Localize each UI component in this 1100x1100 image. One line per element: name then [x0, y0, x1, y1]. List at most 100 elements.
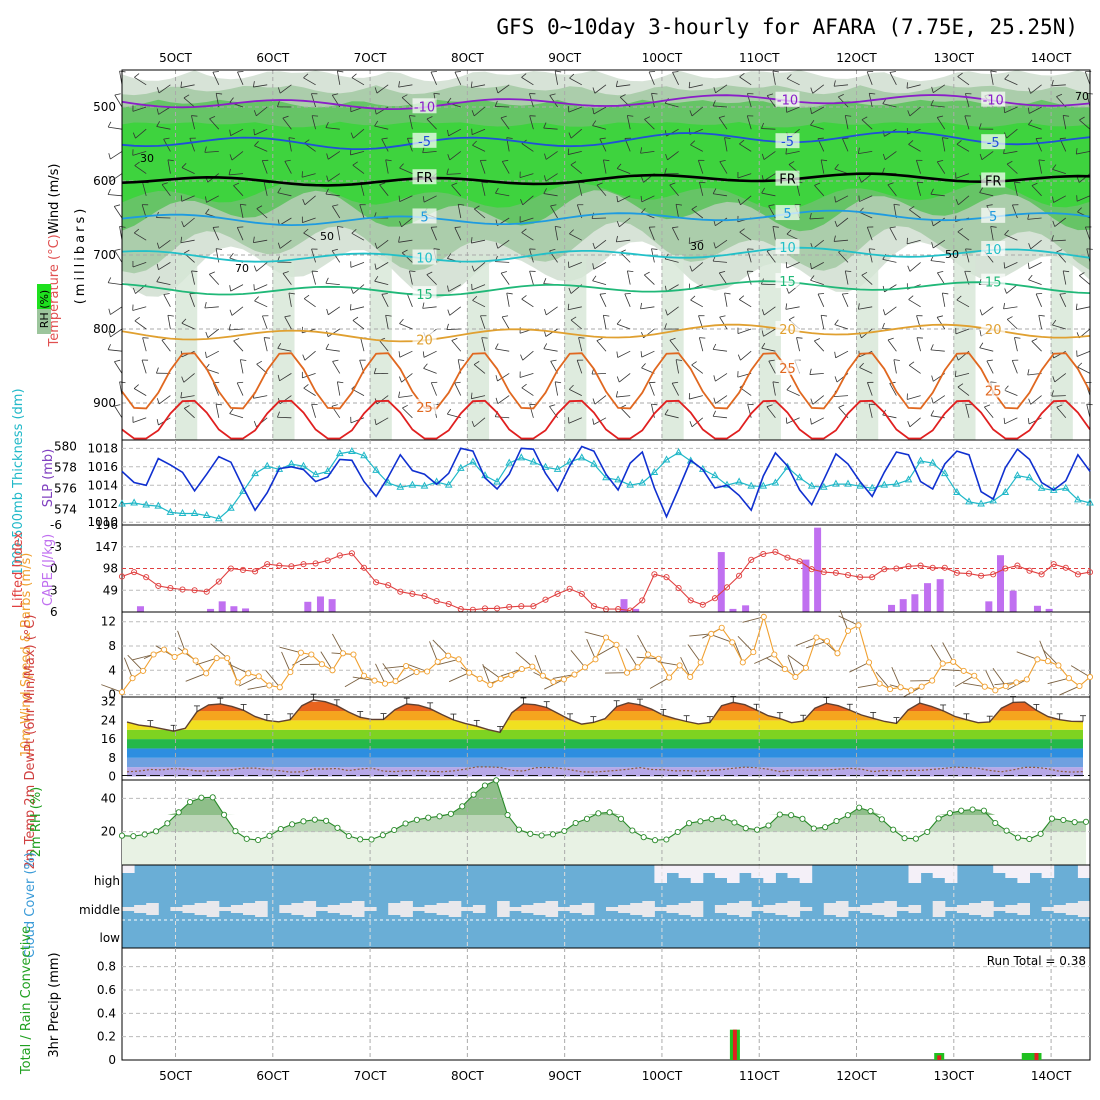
thickness-point	[916, 456, 925, 464]
wind-barb	[325, 193, 340, 197]
wind-barb-flag	[956, 140, 962, 145]
wind-barb	[835, 350, 849, 359]
wind-barb	[1059, 685, 1080, 696]
thickness-point	[323, 466, 332, 474]
wind-barb-flag	[237, 381, 244, 384]
wind-speed-point	[897, 684, 904, 691]
thickness-point	[420, 481, 429, 489]
wind-barb	[713, 260, 728, 263]
wind-barb-flag	[570, 161, 577, 166]
wind-speed-point	[1023, 676, 1030, 683]
wind-barb	[497, 395, 510, 404]
wind-barb-flag	[1056, 93, 1063, 97]
wind-speed-point	[424, 668, 431, 675]
isotherm-label-bg	[981, 91, 1006, 107]
wind-barb	[1004, 262, 1018, 269]
wind-barb-flag	[282, 115, 289, 119]
wind-barb-flag	[495, 87, 499, 94]
cape-bar	[1009, 590, 1017, 612]
time-label-bottom: 10OCT	[642, 1069, 683, 1083]
wind-barb-flag	[936, 315, 944, 318]
wind-barb-flag	[423, 363, 428, 369]
wind-barb	[1035, 293, 1042, 307]
wind-barb-flag	[398, 236, 401, 243]
wind-barb-flag	[689, 265, 693, 272]
cloud-middle-gap	[1065, 903, 1079, 915]
wind-barb-flag	[1004, 287, 1007, 294]
wind-barb	[715, 373, 728, 382]
li-ylabel: Lifted Index	[11, 531, 26, 608]
thickness-point	[868, 483, 877, 491]
lifted-index-point	[675, 585, 682, 592]
wind-barb	[384, 665, 407, 669]
wind-speed-point	[476, 675, 483, 682]
wind-speed-point	[466, 669, 473, 676]
wind-barb-flag	[664, 323, 667, 330]
wind-barb	[281, 651, 291, 673]
rh-point	[130, 833, 137, 840]
isotherm-label: 25	[985, 385, 1002, 400]
isotherm-label-bg	[412, 286, 437, 302]
rh-point	[686, 820, 693, 827]
wind-barb	[481, 182, 486, 196]
wind-barb	[230, 128, 244, 136]
wind-barb	[772, 226, 776, 241]
wind-barb-flag	[233, 182, 240, 186]
isotherm-label: -5	[987, 136, 1000, 151]
wind-barb	[620, 407, 631, 419]
wind-barb	[253, 84, 268, 88]
wind-barb	[399, 323, 413, 330]
wind-barb	[805, 640, 828, 649]
lifted-index-point	[481, 605, 489, 612]
wind-barb	[772, 70, 776, 85]
wind-barb-flag	[426, 116, 433, 120]
wind-barb-flag	[134, 73, 140, 78]
cloud-middle-gap	[969, 903, 982, 915]
wind-barb	[844, 270, 849, 285]
precip-convective-bar	[732, 1029, 737, 1060]
cloud-middle-gap	[763, 905, 776, 913]
time-label-bottom: 6OCT	[256, 1069, 289, 1083]
cloud-middle-gap	[315, 907, 329, 911]
wind-barb	[1052, 324, 1066, 330]
wind-barb-flag	[907, 421, 911, 427]
cape-bar	[742, 605, 750, 612]
wind-barb	[449, 306, 462, 316]
wind-barb-flag	[809, 368, 812, 375]
wind-barb-flag	[664, 130, 667, 137]
thickness-point	[965, 497, 973, 505]
wind-barb-flag	[399, 376, 402, 383]
wind-barb	[158, 395, 171, 405]
wind-speed-point	[571, 671, 578, 678]
wind-barb-flag	[506, 292, 513, 295]
wind-barb-flag	[690, 140, 696, 146]
wind-barb	[812, 84, 825, 94]
wind-barb	[1062, 115, 1067, 130]
wind-barb	[142, 337, 147, 352]
wind-barb	[1035, 138, 1042, 152]
rh-contour-label: 70	[235, 262, 249, 275]
wind-barb-flag	[907, 110, 911, 117]
cloud-middle-gap	[497, 901, 510, 917]
wind-barb-flag	[1076, 176, 1080, 183]
wind-barb	[423, 350, 437, 358]
wind-barb-flag	[713, 242, 716, 249]
wind-barb	[1056, 406, 1067, 419]
precip-convective-bar	[937, 1055, 942, 1060]
wind-barb-flag	[1027, 369, 1030, 376]
wind-barb-flag	[183, 94, 190, 99]
cloud-middle-gap	[291, 903, 304, 915]
wind-speed-point	[182, 648, 189, 655]
wind-barb	[206, 350, 219, 359]
slp-line	[121, 445, 1091, 519]
wind-barb-flag	[399, 221, 402, 227]
wind-barb-flag	[277, 374, 280, 381]
wind-barb-flag	[167, 159, 174, 162]
wind-speed-point	[613, 641, 620, 648]
wind-barb-flag	[567, 303, 570, 310]
cloud-middle-gap	[1005, 905, 1018, 913]
wind-barb-flag	[500, 115, 507, 119]
chart-title: GFS 0~10day 3-hourly for AFARA (7.75E, 2…	[496, 15, 1078, 39]
rh-contour-label: 50	[945, 248, 959, 261]
